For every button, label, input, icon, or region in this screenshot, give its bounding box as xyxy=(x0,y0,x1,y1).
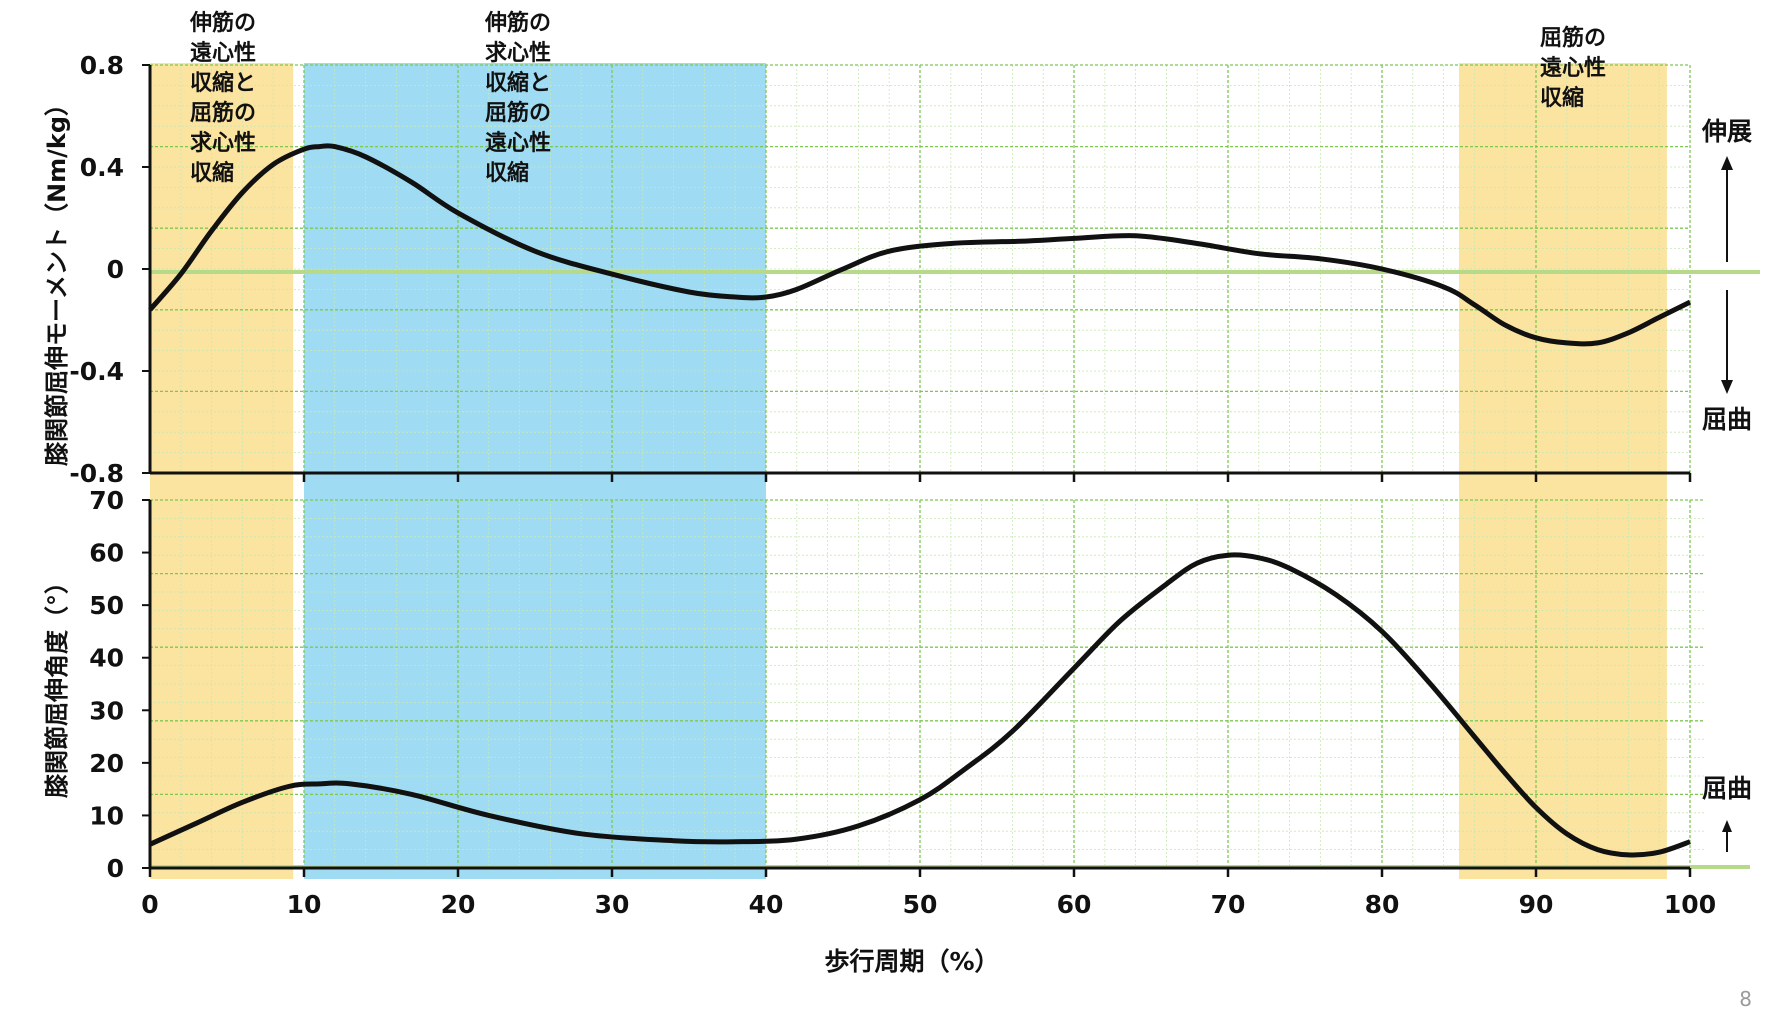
y-axis-label-bottom: 膝関節屈伸角度（°） xyxy=(43,570,71,798)
y-tick-label: 60 xyxy=(89,539,124,568)
moment-curve xyxy=(148,143,1692,347)
phase-annotation-line: 屈筋の xyxy=(485,100,551,126)
x-tick-label: 20 xyxy=(441,890,476,919)
phase-annotation-line: 遠心性 xyxy=(190,40,256,66)
x-tick-label: 60 xyxy=(1057,890,1092,919)
phase-region xyxy=(150,63,294,473)
phase-region xyxy=(304,473,766,879)
x-tick-label: 30 xyxy=(595,890,630,919)
y-tick-label: -0.4 xyxy=(69,357,124,386)
y-tick-label: 0 xyxy=(107,255,124,284)
y-tick-label: 10 xyxy=(89,801,124,830)
y-tick-label: 40 xyxy=(89,644,124,673)
y-tick-label: 0 xyxy=(107,854,124,883)
direction-label-flexion-top: 屈曲 xyxy=(1702,405,1752,434)
x-tick-label: 100 xyxy=(1664,890,1716,919)
phase-annotation-line: 収縮と xyxy=(190,70,256,96)
direction-label-extension: 伸展 xyxy=(1701,117,1752,146)
phase-annotation-line: 伸筋の xyxy=(189,10,256,36)
x-tick-label: 70 xyxy=(1211,890,1246,919)
x-tick-label: 0 xyxy=(141,890,158,919)
axes xyxy=(142,64,1692,877)
arrow-head-down-icon xyxy=(1721,380,1733,394)
x-tick-label: 40 xyxy=(749,890,784,919)
y-tick-label: 50 xyxy=(89,591,124,620)
y-tick-label: 0.4 xyxy=(80,153,124,182)
phase-region xyxy=(304,63,766,473)
phase-region xyxy=(150,473,294,879)
phase-annotation-line: 収縮と xyxy=(485,70,551,96)
x-tick-label: 80 xyxy=(1365,890,1400,919)
direction-label-flexion-bottom: 屈曲 xyxy=(1702,774,1752,803)
phase-regions xyxy=(150,63,1667,879)
phase-region xyxy=(1459,63,1667,473)
x-tick-label: 90 xyxy=(1519,890,1554,919)
y-tick-label: -0.8 xyxy=(69,459,124,488)
phase-annotation-line: 求心性 xyxy=(485,41,551,66)
curves xyxy=(148,143,1692,858)
phase-annotation-line: 屈筋の xyxy=(190,100,256,126)
x-axis-label: 歩行周期（%） xyxy=(824,947,999,976)
phase-annotation-line: 屈筋の xyxy=(1540,25,1606,51)
phase-annotation-line: 伸筋の xyxy=(484,10,551,36)
y-axis-label-top: 膝関節屈伸モーメント（Nm/kg） xyxy=(43,92,71,466)
y-tick-label: 0.8 xyxy=(80,51,124,80)
x-tick-label: 10 xyxy=(287,890,322,919)
angle-curve xyxy=(148,552,1691,858)
phase-annotation-line: 収縮 xyxy=(485,160,529,186)
y-tick-label: 70 xyxy=(89,486,124,515)
arrow-head-up-icon xyxy=(1721,156,1733,170)
page-number: 8 xyxy=(1739,987,1752,1011)
y-tick-label: 30 xyxy=(89,696,124,725)
y-tick-label: 20 xyxy=(89,749,124,778)
phase-annotation-line: 求心性 xyxy=(190,131,256,156)
arrow-head-up-icon xyxy=(1722,820,1732,832)
phase-annotation-line: 遠心性 xyxy=(485,130,551,156)
phase-annotation-line: 収縮 xyxy=(1540,85,1584,111)
phase-region xyxy=(1459,473,1667,879)
phase-annotation-line: 遠心性 xyxy=(1540,55,1606,81)
phase-annotation-line: 収縮 xyxy=(190,160,234,186)
x-tick-label: 50 xyxy=(903,890,938,919)
